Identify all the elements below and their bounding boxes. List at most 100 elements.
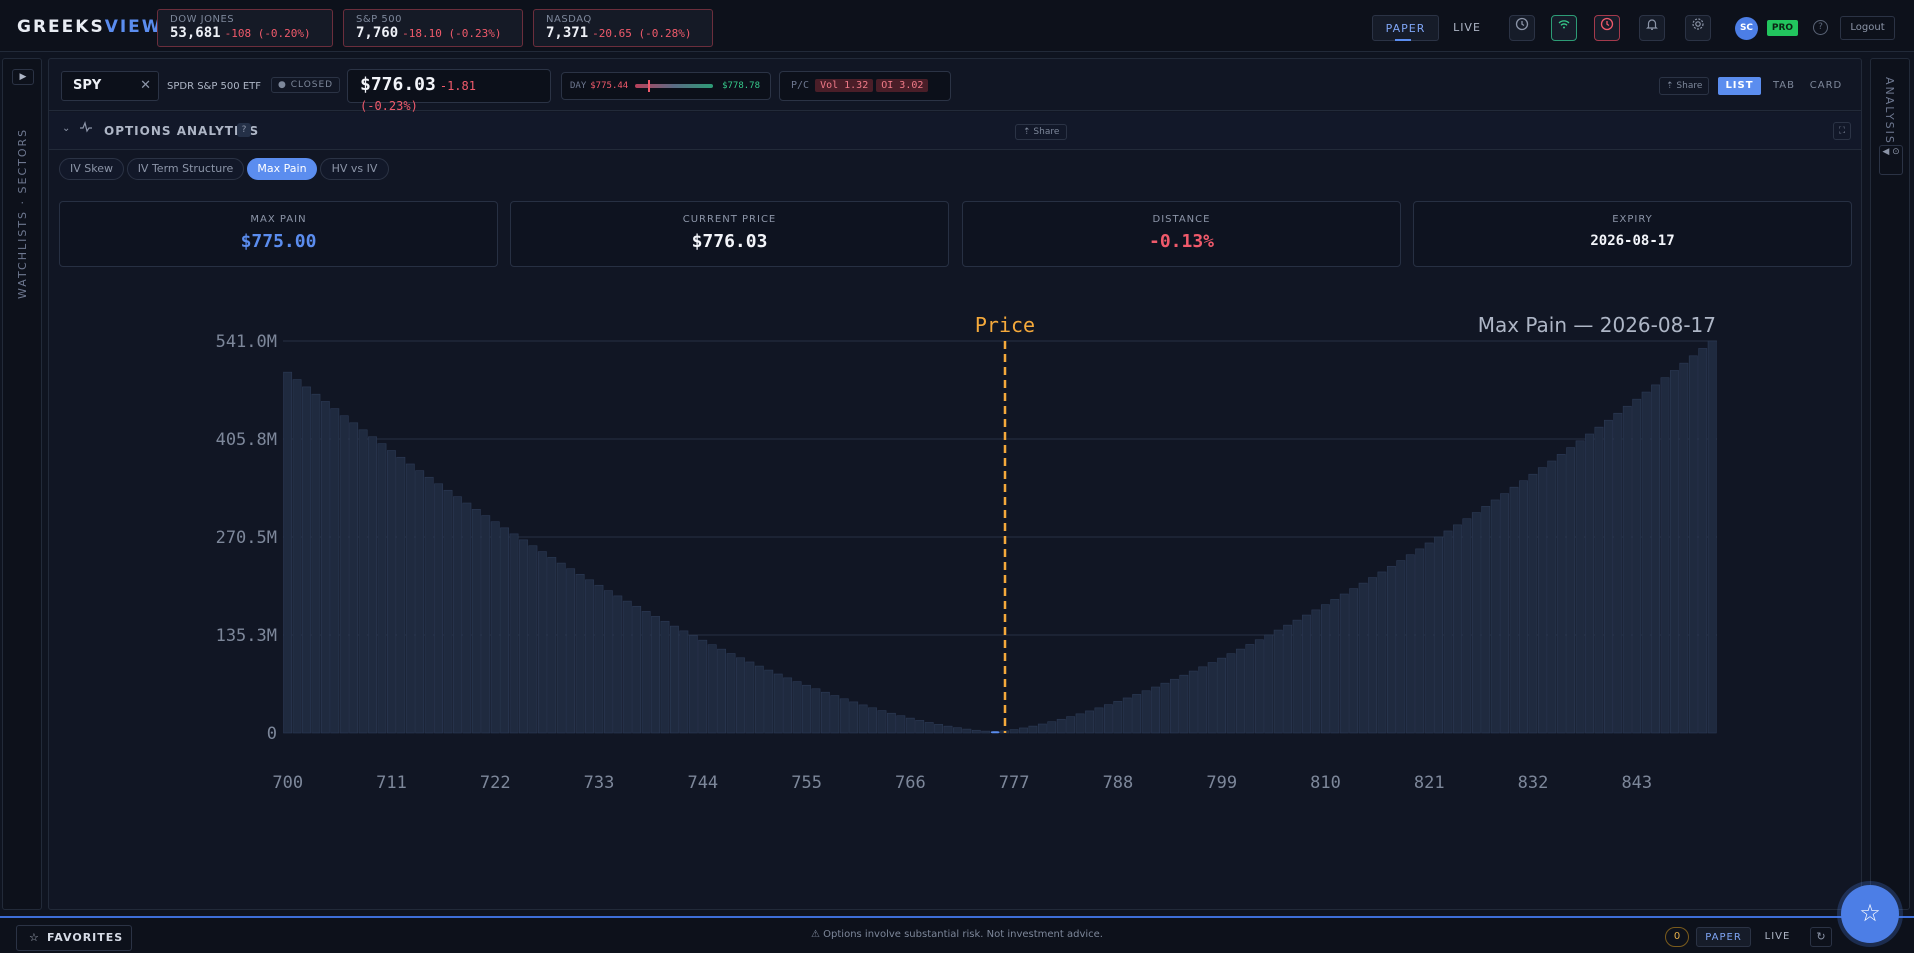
mode-live-button[interactable]: LIVE — [1453, 21, 1481, 34]
strike-bar — [924, 722, 934, 734]
clock-icon[interactable] — [1509, 15, 1535, 41]
strike-bar — [1292, 619, 1302, 734]
favorites-fab-star-icon[interactable]: ☆ — [1841, 885, 1899, 943]
footer-live-button[interactable]: LIVE — [1764, 931, 1791, 942]
day-low: $775.44 — [590, 81, 629, 91]
y-tick-label: 405.8M — [216, 430, 277, 450]
star-icon: ☆ — [29, 931, 40, 944]
view-list-button[interactable]: LIST — [1718, 77, 1761, 95]
strike-bar — [877, 710, 887, 734]
strike-bar — [1490, 499, 1500, 734]
x-tick-label: 799 — [1206, 773, 1237, 793]
x-tick-label: 744 — [687, 773, 718, 793]
help-icon[interactable]: ? — [1813, 20, 1828, 35]
refresh-icon[interactable]: ↻ — [1810, 927, 1832, 947]
x-tick-label: 788 — [1103, 773, 1134, 793]
analytics-header[interactable]: ⌄ OPTIONS ANALYTICS ? ⇡ Share ⛶ — [49, 112, 1861, 150]
x-tick-label: 722 — [480, 773, 511, 793]
fullscreen-icon[interactable]: ⛶ — [1833, 122, 1851, 140]
share-button[interactable]: ⇡ Share — [1659, 77, 1710, 95]
strike-bar — [481, 515, 491, 734]
chart-bars — [283, 340, 1717, 734]
order-count-badge[interactable]: 0 — [1665, 927, 1689, 947]
favorites-button[interactable]: ☆ FAVORITES — [16, 925, 132, 951]
strike-bar — [1132, 694, 1142, 734]
expand-left-panel-button[interactable]: ▶ — [12, 69, 34, 85]
app-logo[interactable]: GREEKSVIEW — [17, 17, 163, 37]
strike-bar — [1179, 674, 1189, 734]
logout-button[interactable]: Logout — [1840, 16, 1895, 40]
strike-bar — [1302, 614, 1311, 734]
y-tick-label: 135.3M — [216, 626, 277, 646]
strike-bar — [1537, 467, 1547, 734]
strike-bar — [490, 521, 500, 734]
strike-bar — [500, 527, 510, 734]
strike-bar — [1632, 398, 1642, 734]
analysis-tab[interactable]: ANALYSIS — [1883, 77, 1896, 145]
strike-bar — [386, 450, 396, 734]
strike-bar — [962, 728, 972, 734]
mode-paper-button[interactable]: PAPER — [1372, 15, 1439, 41]
strike-bar — [1707, 340, 1717, 734]
strike-bar — [698, 639, 708, 734]
pro-badge: PRO — [1767, 20, 1798, 36]
tab-iv-term-structure[interactable]: IV Term Structure — [127, 158, 244, 180]
clear-symbol-icon[interactable]: ✕ — [140, 78, 151, 93]
strike-bar — [707, 644, 717, 734]
top-bar: GREEKSVIEW DOW JONES 53,681 -108 (-0.20%)… — [0, 0, 1914, 52]
view-tab-button[interactable]: TAB — [1772, 80, 1796, 91]
strike-bar — [283, 371, 293, 734]
symbol-name: SPDR S&P 500 ETF — [167, 81, 262, 92]
day-range-label: DAY — [570, 81, 587, 91]
market-hours-clock-icon[interactable] — [1594, 15, 1620, 41]
bell-icon[interactable] — [1639, 15, 1665, 41]
stat-value: $775.00 — [240, 231, 317, 252]
day-range-marker — [648, 80, 651, 92]
strike-bar — [1207, 662, 1217, 734]
strike-bar — [1443, 530, 1453, 734]
index-sp500[interactable]: S&P 500 7,760 -18.10 (-0.23%) — [343, 9, 523, 47]
analytics-help-icon[interactable]: ? — [237, 123, 251, 137]
y-axis-labels: 0 135.3M 270.5M 405.8M 541.0M — [216, 332, 277, 744]
strike-bar — [1047, 721, 1057, 734]
strike-bar — [1085, 710, 1094, 734]
strike-bar — [1585, 433, 1594, 734]
strike-bar — [1122, 697, 1132, 734]
strike-bar — [1575, 440, 1585, 734]
tab-iv-skew[interactable]: IV Skew — [59, 158, 124, 180]
watchlists-sectors-tab[interactable]: WATCHLISTS · SECTORS — [16, 127, 29, 299]
strike-bar — [1434, 536, 1444, 734]
tab-hv-vs-iv[interactable]: HV vs IV — [320, 158, 389, 180]
strike-bar — [320, 401, 330, 734]
bottom-bar: ☆ FAVORITES ⚠ Options involve substantial… — [0, 916, 1914, 953]
avatar[interactable]: SC — [1735, 17, 1758, 40]
symbol-input[interactable]: SPY ✕ — [61, 71, 159, 101]
strike-bar — [556, 562, 566, 734]
strike-bar — [1056, 718, 1066, 734]
put-call-ratio: P/C Vol 1.32 OI 3.02 — [779, 71, 951, 101]
index-nasdaq[interactable]: NASDAQ 7,371 -20.65 (-0.28%) — [533, 9, 713, 47]
collapse-analysis-button[interactable]: ◀ ⊙ — [1879, 145, 1903, 175]
connection-wifi-icon[interactable] — [1551, 15, 1577, 41]
strike-bar — [1679, 362, 1689, 734]
risk-disclaimer: ⚠ Options involve substantial risk. Not … — [811, 929, 1103, 940]
analytics-share-button[interactable]: ⇡ Share — [1015, 124, 1068, 140]
strike-bar — [849, 701, 859, 734]
strike-bar — [632, 605, 642, 734]
strike-bar — [670, 625, 679, 734]
strike-bar — [1339, 593, 1349, 734]
footer-paper-button[interactable]: PAPER — [1696, 927, 1751, 947]
gear-icon[interactable] — [1685, 15, 1711, 41]
strike-bar — [1481, 505, 1491, 734]
strike-bar — [915, 720, 925, 734]
chevron-down-icon[interactable]: ⌄ — [62, 123, 71, 134]
index-dow-jones[interactable]: DOW JONES 53,681 -108 (-0.20%) — [157, 9, 333, 47]
strike-bar — [330, 408, 340, 734]
view-card-button[interactable]: CARD — [1809, 80, 1843, 91]
x-tick-label: 733 — [584, 773, 615, 793]
strike-bar — [1556, 454, 1566, 734]
strike-bar — [1405, 554, 1415, 734]
tab-max-pain[interactable]: Max Pain — [247, 158, 317, 180]
strike-bar — [424, 476, 434, 734]
strike-bar — [1254, 639, 1264, 734]
